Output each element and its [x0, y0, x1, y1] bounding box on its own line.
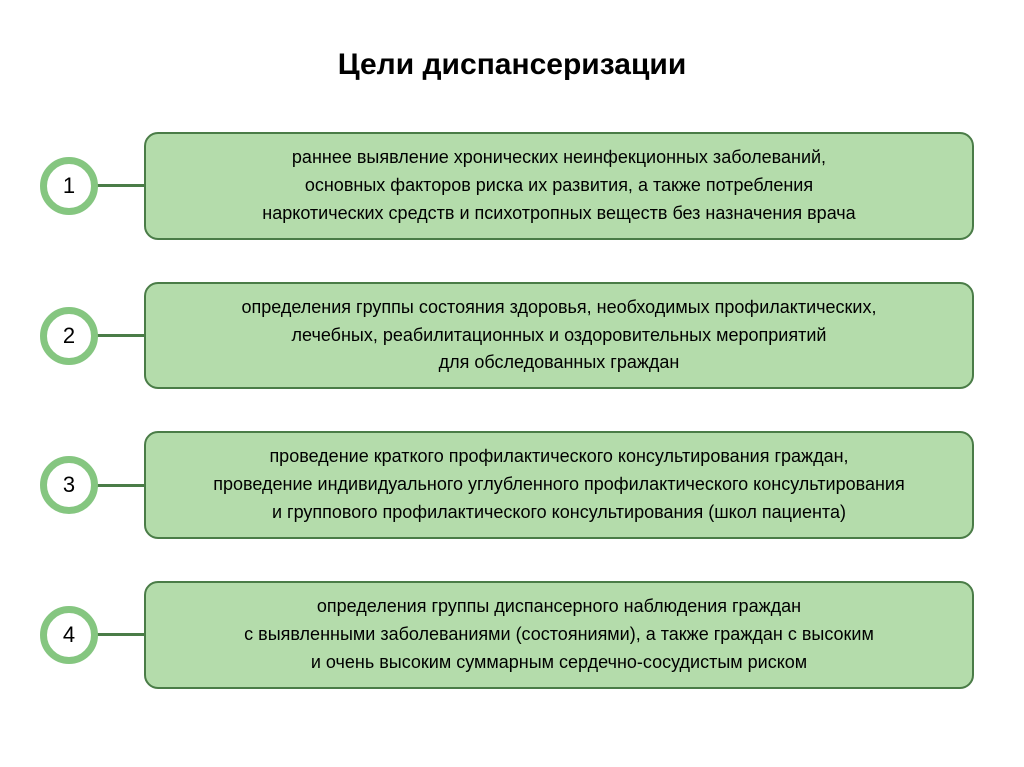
page-title: Цели диспансеризации — [0, 48, 1024, 82]
goal-number: 1 — [63, 173, 75, 199]
goal-number: 3 — [63, 472, 75, 498]
goal-row: 4 определения группы диспансерного наблю… — [40, 581, 974, 689]
connector-line — [96, 633, 146, 636]
goal-text: определения группы состояния здоровья, н… — [241, 294, 876, 378]
goal-card: определения группы состояния здоровья, н… — [144, 282, 974, 390]
connector-line — [96, 184, 146, 187]
connector-line — [96, 334, 146, 337]
goal-number: 4 — [63, 622, 75, 648]
goal-number-circle: 4 — [40, 606, 98, 664]
goal-number-circle: 2 — [40, 307, 98, 365]
goal-number-circle: 3 — [40, 456, 98, 514]
goal-row: 3 проведение краткого профилактического … — [40, 431, 974, 539]
goal-text: раннее выявление хронических неинфекцион… — [262, 144, 855, 228]
goal-card: определения группы диспансерного наблюде… — [144, 581, 974, 689]
goal-row: 1 раннее выявление хронических неинфекци… — [40, 132, 974, 240]
goal-text: определения группы диспансерного наблюде… — [244, 593, 874, 677]
goal-row: 2 определения группы состояния здоровья,… — [40, 282, 974, 390]
goal-card: раннее выявление хронических неинфекцион… — [144, 132, 974, 240]
goal-list: 1 раннее выявление хронических неинфекци… — [0, 132, 1024, 689]
goal-text: проведение краткого профилактического ко… — [213, 443, 904, 527]
connector-line — [96, 484, 146, 487]
goal-number: 2 — [63, 323, 75, 349]
goal-number-circle: 1 — [40, 157, 98, 215]
goal-card: проведение краткого профилактического ко… — [144, 431, 974, 539]
